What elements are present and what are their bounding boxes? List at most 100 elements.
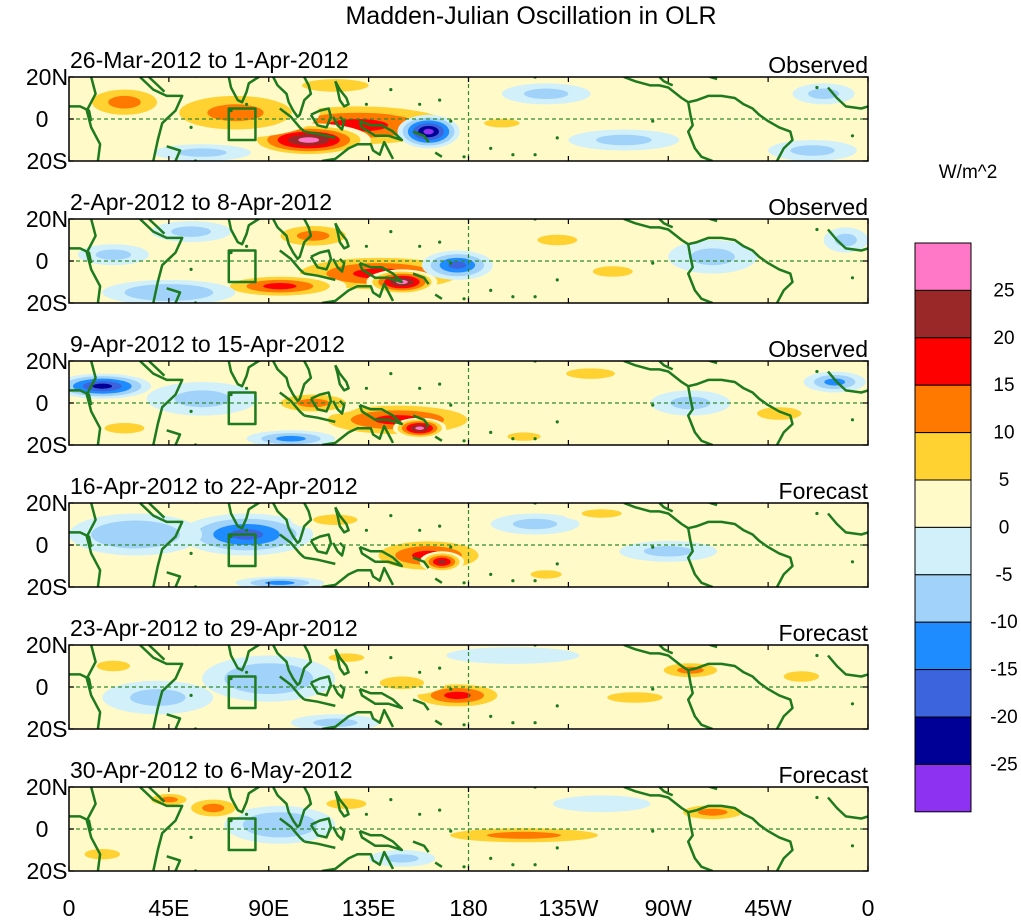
olr-field [69,787,868,871]
island-dot [489,856,493,861]
coastline [321,140,395,161]
coastline [304,130,336,140]
island-dot [189,125,193,129]
island-dot [651,829,655,833]
coastline [358,687,404,710]
olr-field [69,645,868,729]
lon-tick-label: 45E [148,895,189,920]
anomaly-contour [423,128,434,135]
coastline [139,361,184,445]
coastline [623,645,794,729]
panel-5: 23-Apr-2012 to 29-Apr-2012 Forecast 20N 0 20… [26,615,869,742]
panel-date-label: 23-Apr-2012 to 29-Apr-2012 [70,615,358,641]
olr-field [69,219,868,303]
coastline [279,391,306,417]
island-dot [651,687,655,691]
coastline [304,272,336,282]
anomaly-contour [512,518,558,530]
lat-tick-label: 0 [36,674,49,700]
anomaly-contour [643,546,693,557]
anomaly-contour [444,691,471,700]
island-dot [850,844,855,848]
anomaly-contour [690,248,735,266]
anomaly-contour [171,226,212,237]
anomaly-contour [174,390,230,408]
panels: 26-Mar-2012 to 1-Apr-2012 Observed 20N 0 20S… [26,47,869,884]
coastline [272,787,313,829]
anomaly-contour [202,803,225,813]
island-dot [418,670,422,674]
coastline [412,840,430,853]
island-dot [533,721,537,725]
coastline [195,787,262,814]
island-dot [815,653,819,658]
coastline [434,435,443,442]
coastline [69,673,93,690]
island-dot [364,244,369,248]
coastline [139,219,184,303]
coastline [85,787,102,871]
island-dot [533,437,537,441]
coastline [85,77,102,161]
coastline [334,506,350,534]
coastline [706,503,718,507]
island-dot [229,535,233,539]
island-dot [438,240,442,244]
anomaly-contour [130,689,186,706]
coastline [272,77,313,119]
coastline [85,503,102,587]
coastline [195,77,262,104]
island-dot [462,581,466,585]
coastline [827,512,868,536]
anomaly-contour [96,660,131,672]
anomaly-contour [177,148,227,157]
anomaly-contour [697,808,728,816]
island-dot [449,545,453,549]
island-dot [462,155,466,159]
island-dot [244,528,249,532]
island-dot [364,670,369,674]
colorbar-tick-label: 25 [993,280,1014,301]
panel-6: 30-Apr-2012 to 6-May-2012 Forecast 20N 0 20S [26,757,869,884]
island-dot [489,288,493,292]
island-dot [489,146,493,150]
coastline [331,541,346,557]
panel-1: 26-Mar-2012 to 1-Apr-2012 Observed 20N 0 20S [26,47,869,174]
region-box [227,675,257,710]
anomaly-contour [263,283,297,290]
coastline [658,219,674,229]
island-dot [462,439,466,443]
island-dot [850,702,855,706]
island-dot [189,409,193,413]
anomaly-contour [479,651,547,660]
island-dot [815,795,819,800]
colorbar-swatch [914,716,972,765]
anomaly-contour [265,580,295,585]
island-dot [189,551,193,556]
island-dot [389,656,393,660]
coastline [321,850,395,871]
lat-tick-label: 20S [27,716,68,742]
region-box [227,533,257,568]
lon-tick-label: 135E [342,895,396,920]
coastline [358,829,404,852]
island-dot [511,579,515,583]
colorbar-tick-label: 5 [999,470,1010,491]
island-dot [389,798,393,802]
colorbar-tick-label: 0 [999,517,1010,538]
panel-2: 2-Apr-2012 to 8-Apr-2012 Observed 20N 0 20S [26,189,869,316]
coastlines [69,503,868,587]
coastline [658,787,674,797]
anomaly-contour [581,509,622,518]
coastline [358,545,404,568]
coastline [706,645,718,649]
island-dot [815,511,819,516]
coastline [148,787,166,803]
island-dot [850,276,855,280]
island-dot [651,403,655,407]
coastline [434,719,443,726]
coastline [195,219,262,246]
island-dot [815,369,819,374]
panel-kind-label: Forecast [779,478,869,504]
island-dot [462,723,466,727]
